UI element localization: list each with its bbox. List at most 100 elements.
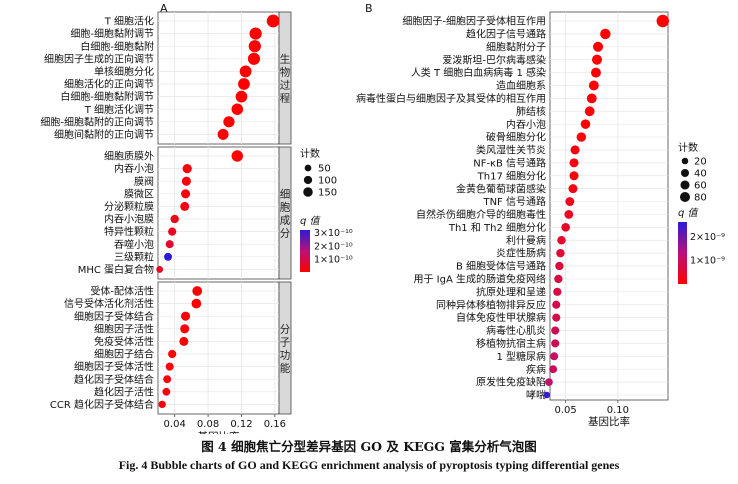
panel-b-bubble [569, 158, 579, 168]
panel-a-facet-label: 能 [280, 362, 291, 375]
panel-a-size-legend-dot [303, 175, 313, 185]
panel-b-term-label: Th1 和 Th2 细胞分化 [448, 221, 546, 234]
panel-a-term-label: 白细胞-细胞黏附 [80, 40, 154, 53]
panel-b-bubble [561, 223, 570, 232]
panel-b-bubble [557, 236, 566, 245]
panel-a-bubble [182, 164, 192, 174]
panel-b-bubble [569, 171, 579, 181]
panel-b-x-tick-label: 0.05 [555, 405, 577, 416]
panel-a-term-label: 三级颗粒 [114, 250, 154, 263]
panel-a-facet-label: 成 [280, 215, 291, 227]
panel-b-bubble [591, 54, 603, 65]
panel-a-term-label: 细胞活化的正向调节 [64, 78, 154, 91]
panel-a-term-label: 细胞因子生成的正向调节 [44, 52, 154, 65]
figure-caption-chinese: 图 4 细胞焦亡分型差异基因 GO 及 KEGG 富集分析气泡图 [201, 439, 537, 454]
panel-b-term-label: 人类 T 细胞白血病病毒 1 感染 [411, 66, 546, 79]
panel-b-x-axis-title: 基因比率 [588, 415, 630, 428]
panel-a-bubble [239, 65, 252, 78]
panel-a-term-label: 膜微区 [124, 187, 154, 200]
panel-a-facet-label: 胞 [280, 202, 291, 214]
panel-b-term-label: 细胞因子-细胞因子受体相互作用 [402, 15, 546, 28]
panel-a-bubble [238, 78, 250, 90]
panel-b-size-legend-label: 20 [694, 157, 707, 168]
panel-b-color-legend-tick: 2×10⁻⁹ [690, 232, 725, 243]
panel-a-term-label: 单核细胞分化 [94, 65, 154, 78]
panel-b-term-label: B 细胞受体信号通路 [456, 260, 546, 273]
panel-b-size-legend-label: 60 [694, 181, 707, 192]
panel-a-term-label: 细胞因子受体活性 [74, 360, 154, 373]
panel-b-term-label: 自体免疫性甲状腺病 [456, 311, 546, 324]
panel-a-term-label: MHC 蛋白复合物 [78, 263, 154, 276]
panel-b-size-legend-dot [679, 191, 691, 203]
panel-b-size-legend-dot [681, 169, 689, 177]
panel-a-color-legend-title: q 值 [300, 215, 322, 227]
panel-a-bubble [163, 375, 172, 384]
panel-b-frame [549, 11, 669, 401]
panel-b-size-legend-label: 80 [694, 193, 707, 204]
panel-a-size-legend-dot [304, 164, 312, 172]
panel-b-term-label: 1 型糖尿病 [496, 350, 546, 363]
panel-a-facet-strip [278, 11, 292, 145]
panel-b-bubble [588, 80, 599, 91]
panel-a-facet-label: 生 [280, 53, 291, 66]
panel-b-bubble [570, 145, 580, 155]
panel-b-bubble [580, 119, 591, 129]
panel-b-color-legend-bar [678, 222, 687, 284]
panel-b-bubble [552, 313, 561, 322]
panel-b-size-legend-dot [680, 180, 690, 190]
panel-a-term-label: 细胞-细胞黏附的正向调节 [40, 115, 154, 128]
panel-a-term-label: 特异性颗粒 [104, 225, 154, 238]
panel-a-size-legend-title: 计数 [300, 147, 320, 160]
panel-b-bubble [584, 106, 595, 117]
panel-b-x-tick-label: 0.10 [607, 405, 629, 416]
panel-a-term-label: 受体-配体活性 [90, 285, 154, 298]
panel-a-term-label: 细胞因子结合 [94, 348, 154, 361]
panel-b-term-label: 用于 IgA 生成的肠道免疫网络 [414, 273, 547, 286]
panel-a-term-label: 趋化因子受体结合 [74, 373, 154, 386]
panel-a-color-legend-bar [300, 230, 310, 272]
panel-a-bubble [192, 286, 203, 296]
panel-a-facet-label: 分 [280, 228, 291, 240]
panel-b-size-legend-label: 40 [694, 169, 707, 180]
panel-b-bubble [565, 197, 575, 206]
panel-a-bubble [247, 52, 261, 65]
panel-b-term-label: 炎症性肠病 [496, 247, 546, 260]
panel-a-term-label: 细胞因子受体结合 [74, 310, 154, 323]
panel-a-facet-label: 物 [280, 66, 291, 79]
panel-a-term-label: 分泌颗粒膜 [104, 200, 154, 213]
panel-a-bubble [180, 324, 190, 334]
panel-b-term-label: 肺结核 [516, 105, 546, 118]
panel-a-term-label: 白细胞-细胞黏附调节 [60, 90, 154, 103]
panel-a-bubble [164, 252, 172, 261]
panel-b-term-label: 破骨细胞分化 [486, 131, 546, 144]
panel-b-bubble [556, 248, 565, 258]
panel-b-bubble [553, 287, 562, 296]
panel-b-term-label: 病毒性心肌炎 [486, 324, 546, 337]
panel-a-facet-label: 程 [280, 93, 291, 105]
panel-b-term-label: 自然杀伤细胞介导的细胞毒性 [416, 208, 546, 221]
panel-b-term-label: 原发性免疫缺陷 [476, 376, 546, 389]
panel-a-facet-strip [278, 146, 292, 280]
panel-b-bubble [550, 352, 559, 361]
panel-a-size-legend-label: 50 [318, 164, 331, 175]
panel-a-facet-label: 分 [280, 324, 291, 336]
panel-a-term-label: 细胞-细胞黏附调节 [70, 27, 154, 40]
panel-a-x-tick-label: 0.12 [230, 419, 252, 430]
panel-b-term-label: 移植物抗宿主病 [476, 337, 546, 350]
panel-a-facet-frame [157, 281, 280, 415]
panel-b-term-label: 病毒性蛋白与细胞因子及其受体的相互作用 [356, 92, 546, 105]
panel-b-term-label: 同种异体移植物排异反应 [436, 298, 546, 311]
panel-a-bubble [156, 265, 164, 273]
panel-b-bubble [551, 326, 560, 335]
panel-b-bubble [551, 339, 560, 348]
panel-a-x-axis-title: 基因比率 [198, 430, 240, 434]
panel-a-bubble [158, 400, 166, 409]
panel-a-size-legend-dot [303, 187, 313, 197]
panel-b-term-label: 内吞小泡 [506, 118, 546, 131]
panel-a-bubble [165, 362, 174, 371]
panel-b-term-label: 金黄色葡萄球菌感染 [456, 182, 546, 195]
panel-b-size-legend-title: 计数 [678, 141, 698, 154]
panel-b-term-label: 类风湿性关节炎 [476, 144, 546, 157]
panel-b-bubble [656, 14, 669, 28]
panel-a-term-label: 趋化因子活性 [94, 385, 154, 398]
